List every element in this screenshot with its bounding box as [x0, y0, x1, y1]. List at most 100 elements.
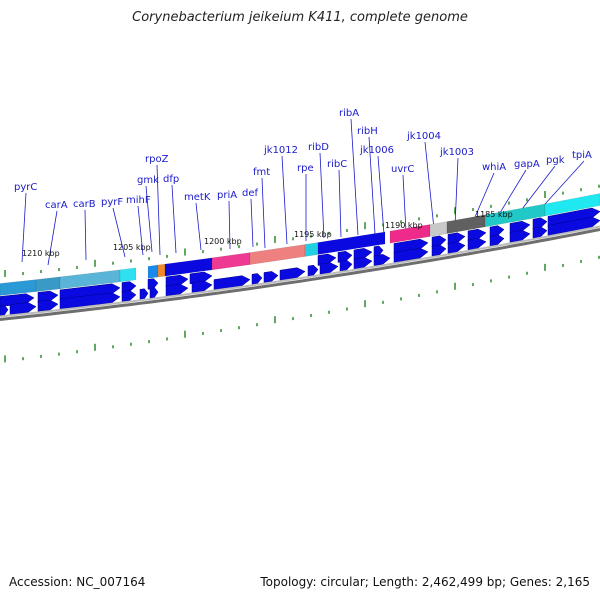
gene-arrow — [509, 220, 531, 234]
cog-band-segment — [0, 279, 37, 296]
gene-arrow — [279, 267, 306, 281]
gene-arrow — [373, 245, 384, 258]
gene-arrow — [317, 253, 337, 266]
label-leader-line — [338, 169, 342, 238]
gene-arrow-row-upper — [0, 207, 600, 307]
gene-label-pgk: pgk — [546, 155, 565, 166]
cog-band-segment — [119, 267, 137, 283]
gene-arrow — [467, 228, 487, 242]
gene-arrow — [9, 302, 37, 315]
gene-arrow — [121, 290, 137, 302]
gene-label-riba: ribA — [339, 108, 359, 119]
gene-arrow — [319, 262, 339, 275]
gene-arrow — [509, 229, 531, 243]
cog-band-segment — [429, 221, 448, 237]
gene-arrow — [147, 278, 159, 290]
gene-label-tpia: tpiA — [572, 150, 592, 161]
gene-label-gapa: gapA — [514, 159, 540, 170]
label-leader-line — [250, 198, 254, 248]
gene-arrow — [189, 271, 213, 285]
gene-arrow — [149, 287, 159, 299]
gene-arrow — [447, 241, 466, 254]
gene-label-pyrf: pyrF — [101, 197, 123, 208]
label-leader-line — [350, 118, 359, 236]
map-title: Corynebacterium jeikeium K411, complete … — [132, 10, 468, 25]
gene-arrow — [165, 274, 189, 288]
gene-arrow — [0, 304, 9, 316]
gene-label-jk1012: jk1012 — [263, 145, 298, 156]
genome-backbone — [0, 225, 600, 321]
gene-label-rpe: rpe — [297, 163, 314, 174]
gene-arrow-row-lower — [0, 216, 600, 316]
gene-label-dfp: dfp — [163, 174, 179, 185]
gene-arrow — [37, 290, 59, 303]
cog-color-band — [0, 193, 600, 296]
label-leader-line — [156, 164, 161, 256]
gene-arrow — [467, 237, 487, 251]
gene-arrow — [532, 217, 548, 230]
kbp-label: 1200 kbp — [204, 237, 242, 246]
cog-band-segment — [211, 252, 251, 271]
label-leader-line — [319, 152, 325, 239]
gene-label-jk1004: jk1004 — [406, 131, 441, 142]
cog-band-segment — [35, 276, 61, 292]
gene-label-ribd: ribD — [308, 142, 329, 153]
cog-band-segment — [317, 231, 386, 255]
gene-arrow — [263, 271, 279, 283]
genome-summary-text: Topology: circular; Length: 2,462,499 bp… — [260, 575, 590, 589]
gene-arrow — [447, 232, 466, 245]
gene-label-whia: whiA — [482, 162, 506, 173]
kbp-label: 1185 kbp — [475, 210, 513, 219]
label-leader-line — [471, 172, 495, 225]
cog-band-segment — [157, 263, 166, 278]
kbp-labels: 1210 kbp 1205 kbp 1200 kbp 1195 kbp 1190 kbp… — [22, 210, 513, 258]
gene-label-metk: metK — [184, 192, 211, 203]
label-leader-line — [368, 136, 376, 235]
label-leader-line — [112, 207, 126, 258]
cog-band-segment — [304, 242, 319, 257]
label-leader-line — [377, 155, 385, 235]
gene-arrow — [489, 234, 505, 247]
kbp-label: 1205 kbp — [113, 243, 151, 252]
label-leader-lines — [21, 118, 585, 266]
gene-arrow — [547, 216, 600, 236]
label-leader-line — [454, 157, 459, 227]
label-leader-line — [145, 185, 153, 253]
label-leader-line — [195, 202, 202, 251]
gene-label-fmt: fmt — [253, 167, 270, 178]
tick-marks — [4, 184, 600, 363]
backbone-line-dark — [0, 228, 600, 321]
gene-label-ribc: ribC — [327, 159, 347, 170]
label-leader-line — [47, 210, 58, 266]
gene-arrow — [191, 280, 213, 293]
gene-label-uvrc: uvrC — [391, 164, 414, 175]
gene-arrow — [165, 283, 189, 297]
label-leader-line — [402, 174, 407, 233]
label-leader-line — [84, 209, 87, 261]
gene-label-cara: carA — [45, 200, 68, 211]
gene-arrow — [337, 250, 353, 263]
gene-arrow — [353, 248, 373, 261]
label-leader-line — [281, 155, 288, 245]
gene-label-ribh: ribH — [357, 126, 378, 137]
gene-arrow — [547, 207, 600, 227]
kbp-label: 1195 kbp — [294, 230, 332, 239]
gene-arrow — [307, 264, 319, 277]
kbp-label: 1210 kbp — [22, 249, 60, 258]
gene-label-def: def — [242, 188, 259, 199]
kbp-label: 1190 kbp — [385, 221, 423, 230]
gene-arrow — [431, 244, 447, 257]
gene-arrow — [393, 247, 429, 263]
gene-label-carb: carB — [73, 199, 96, 210]
gene-arrow — [251, 273, 263, 285]
gene-arrow — [339, 259, 353, 272]
gene-arrow — [532, 226, 548, 239]
gene-arrow — [121, 281, 137, 293]
cog-band-segment — [147, 264, 159, 279]
gene-arrow — [431, 235, 447, 248]
label-leader-line — [171, 184, 177, 254]
gene-label-rpoz: rpoZ — [145, 154, 169, 165]
accession-text: Accession: NC_007164 — [9, 575, 146, 589]
gene-label-jk1003: jk1003 — [439, 147, 474, 158]
